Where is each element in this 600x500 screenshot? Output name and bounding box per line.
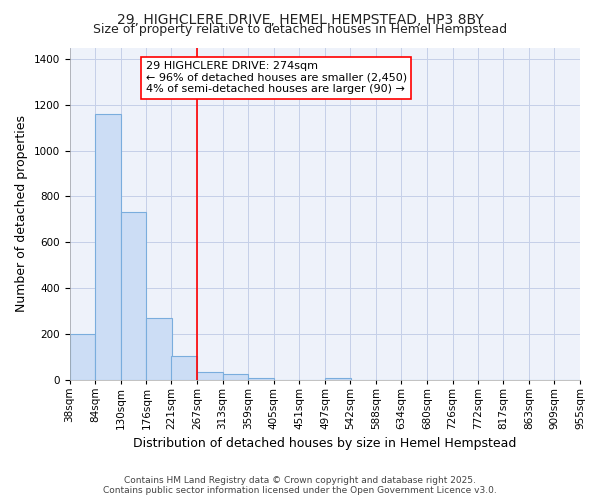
Bar xyxy=(248,378,274,380)
Bar xyxy=(223,374,248,380)
Bar xyxy=(172,356,197,380)
Bar xyxy=(95,114,121,380)
Bar xyxy=(197,372,223,380)
Bar xyxy=(325,378,350,380)
Text: 29 HIGHCLERE DRIVE: 274sqm
← 96% of detached houses are smaller (2,450)
4% of se: 29 HIGHCLERE DRIVE: 274sqm ← 96% of deta… xyxy=(146,61,407,94)
Y-axis label: Number of detached properties: Number of detached properties xyxy=(15,115,28,312)
Bar xyxy=(146,318,172,380)
X-axis label: Distribution of detached houses by size in Hemel Hempstead: Distribution of detached houses by size … xyxy=(133,437,517,450)
Bar xyxy=(70,334,95,380)
Bar xyxy=(121,212,146,380)
Text: Contains HM Land Registry data © Crown copyright and database right 2025.
Contai: Contains HM Land Registry data © Crown c… xyxy=(103,476,497,495)
Text: Size of property relative to detached houses in Hemel Hempstead: Size of property relative to detached ho… xyxy=(93,22,507,36)
Text: 29, HIGHCLERE DRIVE, HEMEL HEMPSTEAD, HP3 8BY: 29, HIGHCLERE DRIVE, HEMEL HEMPSTEAD, HP… xyxy=(116,12,484,26)
